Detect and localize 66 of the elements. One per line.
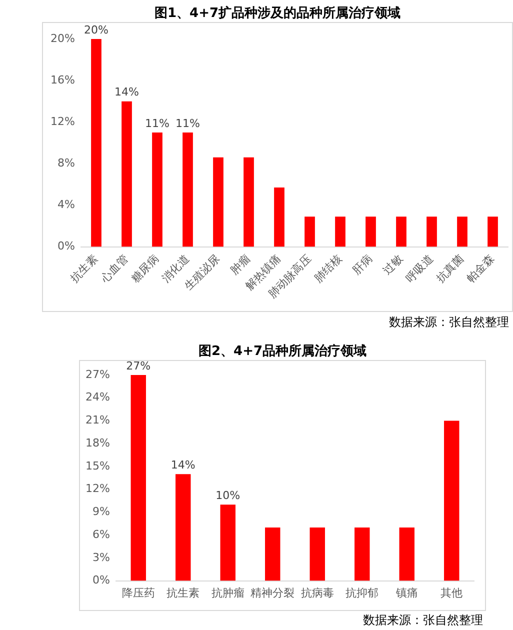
data-label: 14% [170, 458, 196, 472]
x-tick-label: 肿瘤 [228, 252, 253, 278]
x-tick-label: 帕金森 [464, 252, 497, 285]
y-tick-label: 8% [58, 156, 75, 170]
x-tick-label: 肺结核 [312, 252, 344, 285]
bar [335, 216, 346, 247]
bar [366, 216, 376, 247]
bar [399, 527, 414, 581]
y-tick-label: 15% [86, 459, 110, 472]
y-tick-label: 0% [58, 240, 75, 253]
bar [426, 216, 437, 247]
y-tick-label: 9% [92, 505, 110, 518]
y-tick-label: 21% [86, 414, 110, 427]
data-label: 11% [176, 116, 200, 130]
bar [396, 216, 406, 247]
x-tick-label: 糖尿病 [128, 252, 162, 285]
data-label: 14% [114, 86, 139, 99]
bar [176, 474, 191, 581]
x-tick-label: 降压药 [122, 586, 155, 600]
y-tick-label: 4% [58, 198, 75, 212]
y-tick-label: 18% [86, 436, 110, 450]
x-tick-label: 抗生素 [68, 252, 100, 285]
chart-title: 图2、4+7品种所属治疗领域 [197, 342, 368, 360]
x-tick-label: 抗病毒 [300, 586, 334, 600]
bar [152, 132, 162, 247]
bar [488, 216, 498, 247]
bar [182, 132, 193, 247]
y-tick-label: 6% [92, 528, 110, 541]
y-tick-label: 27% [86, 368, 110, 381]
bar [91, 39, 102, 247]
data-label: 11% [145, 116, 170, 130]
y-tick-label: 20% [50, 32, 75, 45]
x-tick-label: 心血管 [98, 252, 131, 286]
data-label: 27% [126, 359, 151, 372]
x-tick-label: 肝病 [350, 252, 375, 278]
data-label: 10% [216, 488, 240, 502]
bar [265, 527, 280, 581]
x-tick-label: 抗生素 [166, 586, 200, 600]
y-tick-label: 16% [50, 73, 75, 86]
y-tick-label: 12% [86, 482, 110, 496]
bar [130, 375, 146, 581]
chart-title: 图1、4+7扩品种涉及的品种所属治疗领域 [153, 4, 402, 22]
y-tick-label: 12% [50, 114, 75, 128]
y-tick-label: 3% [92, 550, 110, 564]
x-tick-label: 过敏 [380, 252, 406, 278]
x-tick-label: 镇痛 [394, 586, 418, 600]
x-tick-label: 精神分裂 [250, 586, 295, 600]
bar [457, 216, 468, 247]
x-tick-label: 抗肿瘤 [211, 586, 244, 600]
bar [244, 157, 254, 247]
bar [274, 188, 284, 247]
source-note: 数据来源：张自然整理 [389, 314, 509, 331]
y-tick-label: 24% [86, 390, 110, 404]
bar [213, 157, 224, 247]
x-tick-label: 抗抑郁 [346, 586, 379, 600]
x-tick-label: 抗真菌 [434, 252, 466, 285]
bar [310, 527, 325, 581]
x-tick-label: 呼吸道 [403, 252, 436, 285]
x-tick-label: 其他 [440, 586, 463, 600]
bar [122, 101, 132, 247]
y-tick-label: 0% [92, 574, 110, 587]
bar [220, 504, 236, 581]
bar [304, 216, 315, 247]
bar [354, 527, 370, 581]
bar [444, 420, 460, 581]
source-note: 数据来源：张自然整理 [363, 612, 483, 629]
